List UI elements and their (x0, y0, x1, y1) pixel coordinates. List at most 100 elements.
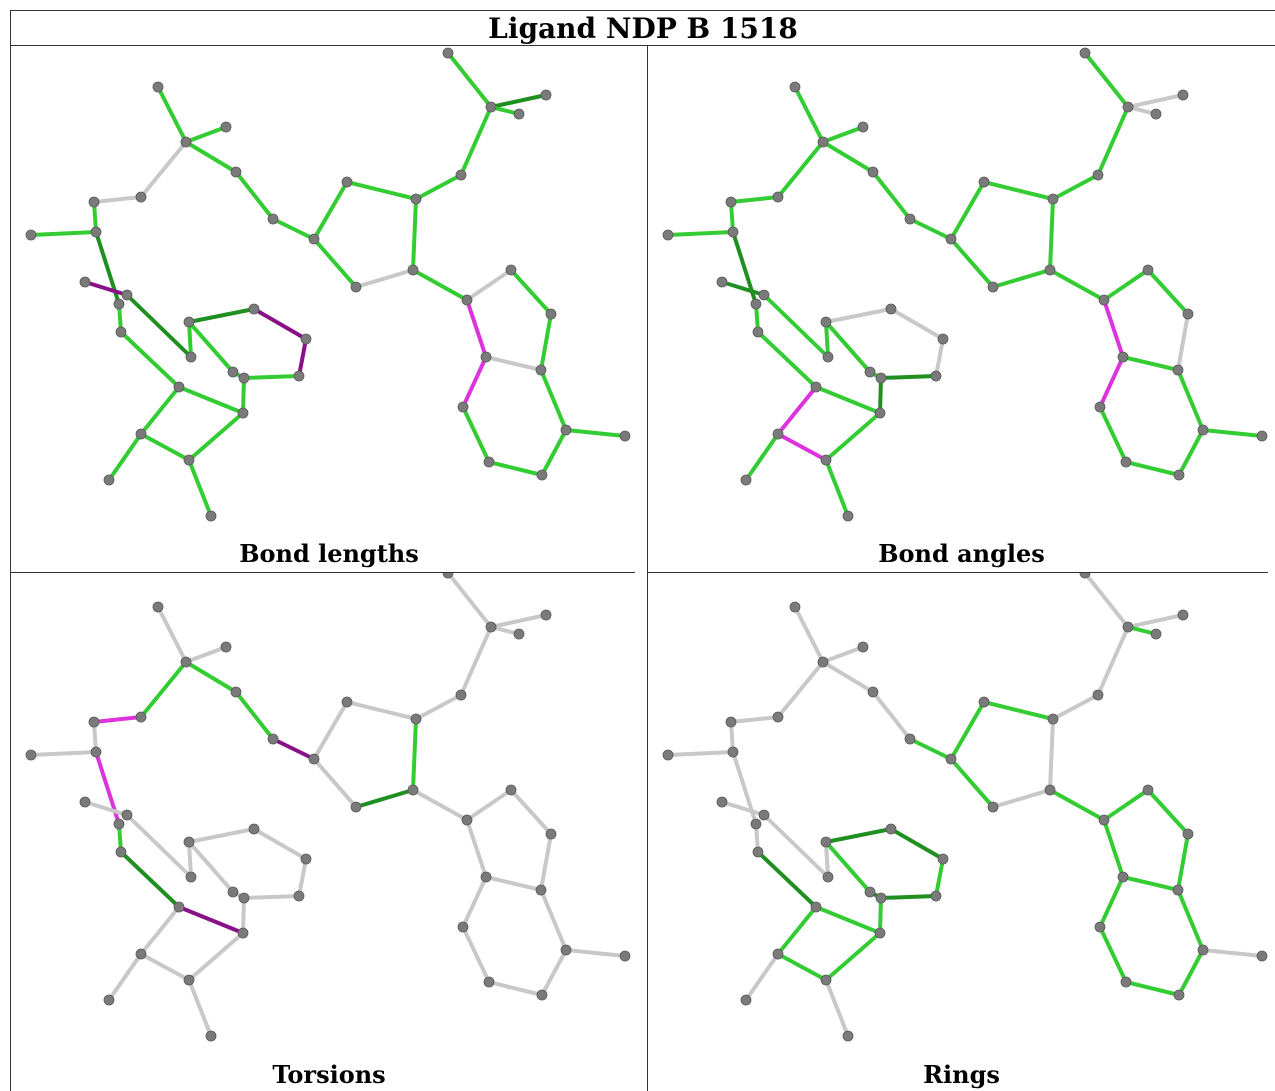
bond-a4-a7 (92, 195, 143, 204)
molecule-bond-angles (662, 47, 1268, 522)
bond-a44-a45 (540, 948, 568, 997)
bond-a12-a18 (187, 320, 235, 374)
atom-a14 (300, 333, 312, 345)
atom-a44 (1173, 469, 1185, 481)
atom-a40 (535, 364, 547, 376)
bond-a15-a16 (242, 894, 301, 900)
bond-a5-a6 (29, 750, 98, 757)
bond-a30-a31 (1048, 717, 1055, 792)
atom-a8 (79, 276, 91, 288)
atom-a7 (88, 716, 100, 728)
bond-a25-a26 (234, 690, 275, 741)
bond-a23-a24 (824, 978, 850, 1038)
atom-a10 (121, 809, 133, 821)
atom-a40 (1172, 364, 1184, 376)
atom-a35 (540, 609, 552, 621)
bond-a37-a38 (1102, 788, 1150, 822)
row-divider-right (648, 572, 1268, 573)
bond-a11-a20 (756, 850, 818, 909)
bond-a27-a29 (312, 757, 358, 809)
bond-a44-a45 (1177, 948, 1205, 997)
atom-a17 (822, 351, 834, 363)
bond-a42-a43 (1098, 925, 1128, 984)
bond-a21-a22 (107, 432, 143, 482)
bond-a29-a30 (991, 788, 1052, 809)
bond-a29-a30 (354, 788, 415, 809)
atom-a21 (772, 948, 784, 960)
atom-a30 (1044, 264, 1056, 276)
atom-a12 (820, 836, 832, 848)
atom-a16 (238, 892, 250, 904)
atom-a22 (103, 474, 115, 486)
atom-a45 (1197, 424, 1209, 436)
bond-a26-a27 (908, 737, 953, 761)
bond-a31-a32 (414, 693, 463, 721)
atom-a13 (885, 823, 897, 835)
bond-a12-a13 (187, 827, 256, 844)
atom-a5 (727, 226, 739, 238)
bond-a25-a26 (871, 690, 912, 741)
atom-a41 (480, 351, 492, 363)
bond-a5-a6 (29, 230, 98, 237)
bond-a20-a21 (776, 385, 818, 436)
caption-bond-angles: Bond angles (878, 539, 1045, 568)
atom-a5 (727, 746, 739, 758)
atom-a37 (1098, 294, 1110, 306)
bond-a21-a23 (139, 432, 191, 462)
bond-a5-a6 (666, 750, 735, 757)
atom-a31 (1047, 713, 1059, 725)
atom-a6 (25, 749, 37, 761)
atom-a41 (480, 871, 492, 883)
atom-a36 (513, 108, 525, 120)
atom-a25 (867, 166, 879, 178)
bond-a23-a19 (824, 411, 882, 462)
bond-a27-a28 (312, 180, 349, 241)
bond-a27-a28 (949, 700, 986, 761)
atom-a25 (867, 686, 879, 698)
bond-a8-a10 (720, 280, 766, 297)
bond-a2-a3 (184, 645, 228, 664)
atom-a24 (842, 1030, 854, 1042)
atom-a11 (752, 326, 764, 338)
bond-a23-a24 (824, 458, 850, 518)
bond-a32-a33 (459, 625, 493, 697)
atom-a5 (90, 226, 102, 238)
atom-a27 (945, 233, 957, 245)
atom-a18 (227, 886, 239, 898)
bond-a27-a29 (949, 757, 995, 809)
atom-a10 (121, 289, 133, 301)
bond-a45-a46 (564, 948, 627, 958)
atom-a36 (513, 628, 525, 640)
bond-a31-a32 (414, 173, 463, 201)
bond-a21-a22 (744, 952, 780, 1002)
atom-a46 (619, 430, 631, 442)
bond-a45-a46 (1201, 948, 1264, 958)
atom-a6 (25, 229, 37, 241)
bond-a45-a40 (539, 888, 568, 952)
atom-a17 (822, 871, 834, 883)
bond-a32-a33 (1096, 105, 1130, 177)
atom-a23 (183, 974, 195, 986)
bond-a39-a40 (539, 312, 553, 372)
atom-a8 (716, 276, 728, 288)
bond-a28-a31 (345, 700, 418, 721)
atom-a45 (1197, 944, 1209, 956)
bond-a21-a22 (744, 432, 780, 482)
atom-a16 (875, 892, 887, 904)
atom-a20 (810, 901, 822, 913)
atom-a18 (864, 366, 876, 378)
bond-a11-a20 (756, 330, 818, 389)
bond-a4-a7 (729, 715, 780, 724)
atom-a11 (115, 846, 127, 858)
atom-a31 (410, 193, 422, 205)
bond-a45-a46 (1201, 428, 1264, 438)
bond-a14-a15 (934, 857, 945, 898)
molecule-rings (662, 573, 1268, 1042)
atom-a14 (300, 853, 312, 865)
bond-a19-a20 (177, 905, 245, 935)
bond-a2-a25 (184, 660, 238, 694)
bond-a11-a20 (119, 850, 181, 909)
bond-a2-a4 (776, 660, 825, 719)
atom-a33 (1122, 101, 1134, 113)
bond-a13-a14 (889, 827, 945, 861)
